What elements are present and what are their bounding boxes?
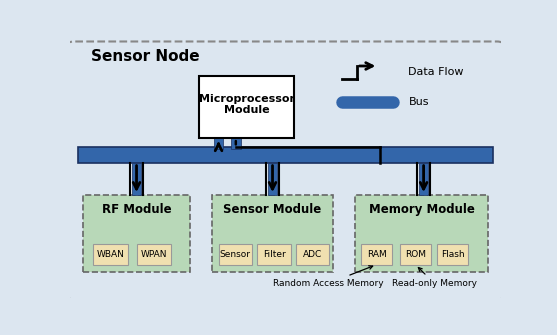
Text: Filter: Filter xyxy=(263,250,285,259)
Text: ADC: ADC xyxy=(303,250,323,259)
Text: Bus: Bus xyxy=(408,97,429,107)
FancyBboxPatch shape xyxy=(67,42,504,299)
Text: RF Module: RF Module xyxy=(102,203,172,216)
FancyBboxPatch shape xyxy=(355,195,488,272)
FancyBboxPatch shape xyxy=(78,147,492,163)
FancyBboxPatch shape xyxy=(361,244,392,265)
FancyBboxPatch shape xyxy=(212,195,333,272)
Text: ROM: ROM xyxy=(405,250,426,259)
Text: WPAN: WPAN xyxy=(140,250,167,259)
FancyBboxPatch shape xyxy=(199,76,294,138)
FancyBboxPatch shape xyxy=(296,244,330,265)
Text: WBAN: WBAN xyxy=(97,250,125,259)
Text: Sensor Module: Sensor Module xyxy=(223,203,321,216)
FancyBboxPatch shape xyxy=(94,244,128,265)
FancyBboxPatch shape xyxy=(136,244,171,265)
FancyBboxPatch shape xyxy=(82,195,190,272)
FancyBboxPatch shape xyxy=(419,163,428,195)
Text: Microprocessor
Module: Microprocessor Module xyxy=(199,94,295,116)
Text: Data Flow: Data Flow xyxy=(408,67,464,77)
Text: Read-only Memory: Read-only Memory xyxy=(392,268,477,288)
Text: Sensor: Sensor xyxy=(219,250,251,259)
FancyBboxPatch shape xyxy=(214,138,223,148)
FancyBboxPatch shape xyxy=(231,138,241,148)
FancyBboxPatch shape xyxy=(132,163,141,195)
FancyBboxPatch shape xyxy=(268,163,277,195)
FancyBboxPatch shape xyxy=(400,244,431,265)
Text: RAM: RAM xyxy=(367,250,387,259)
FancyBboxPatch shape xyxy=(218,244,252,265)
Text: Sensor Node: Sensor Node xyxy=(91,49,200,64)
Text: Memory Module: Memory Module xyxy=(369,203,475,216)
Text: Random Access Memory: Random Access Memory xyxy=(273,266,384,288)
FancyBboxPatch shape xyxy=(257,244,291,265)
FancyBboxPatch shape xyxy=(437,244,468,265)
Text: Flash: Flash xyxy=(441,250,465,259)
